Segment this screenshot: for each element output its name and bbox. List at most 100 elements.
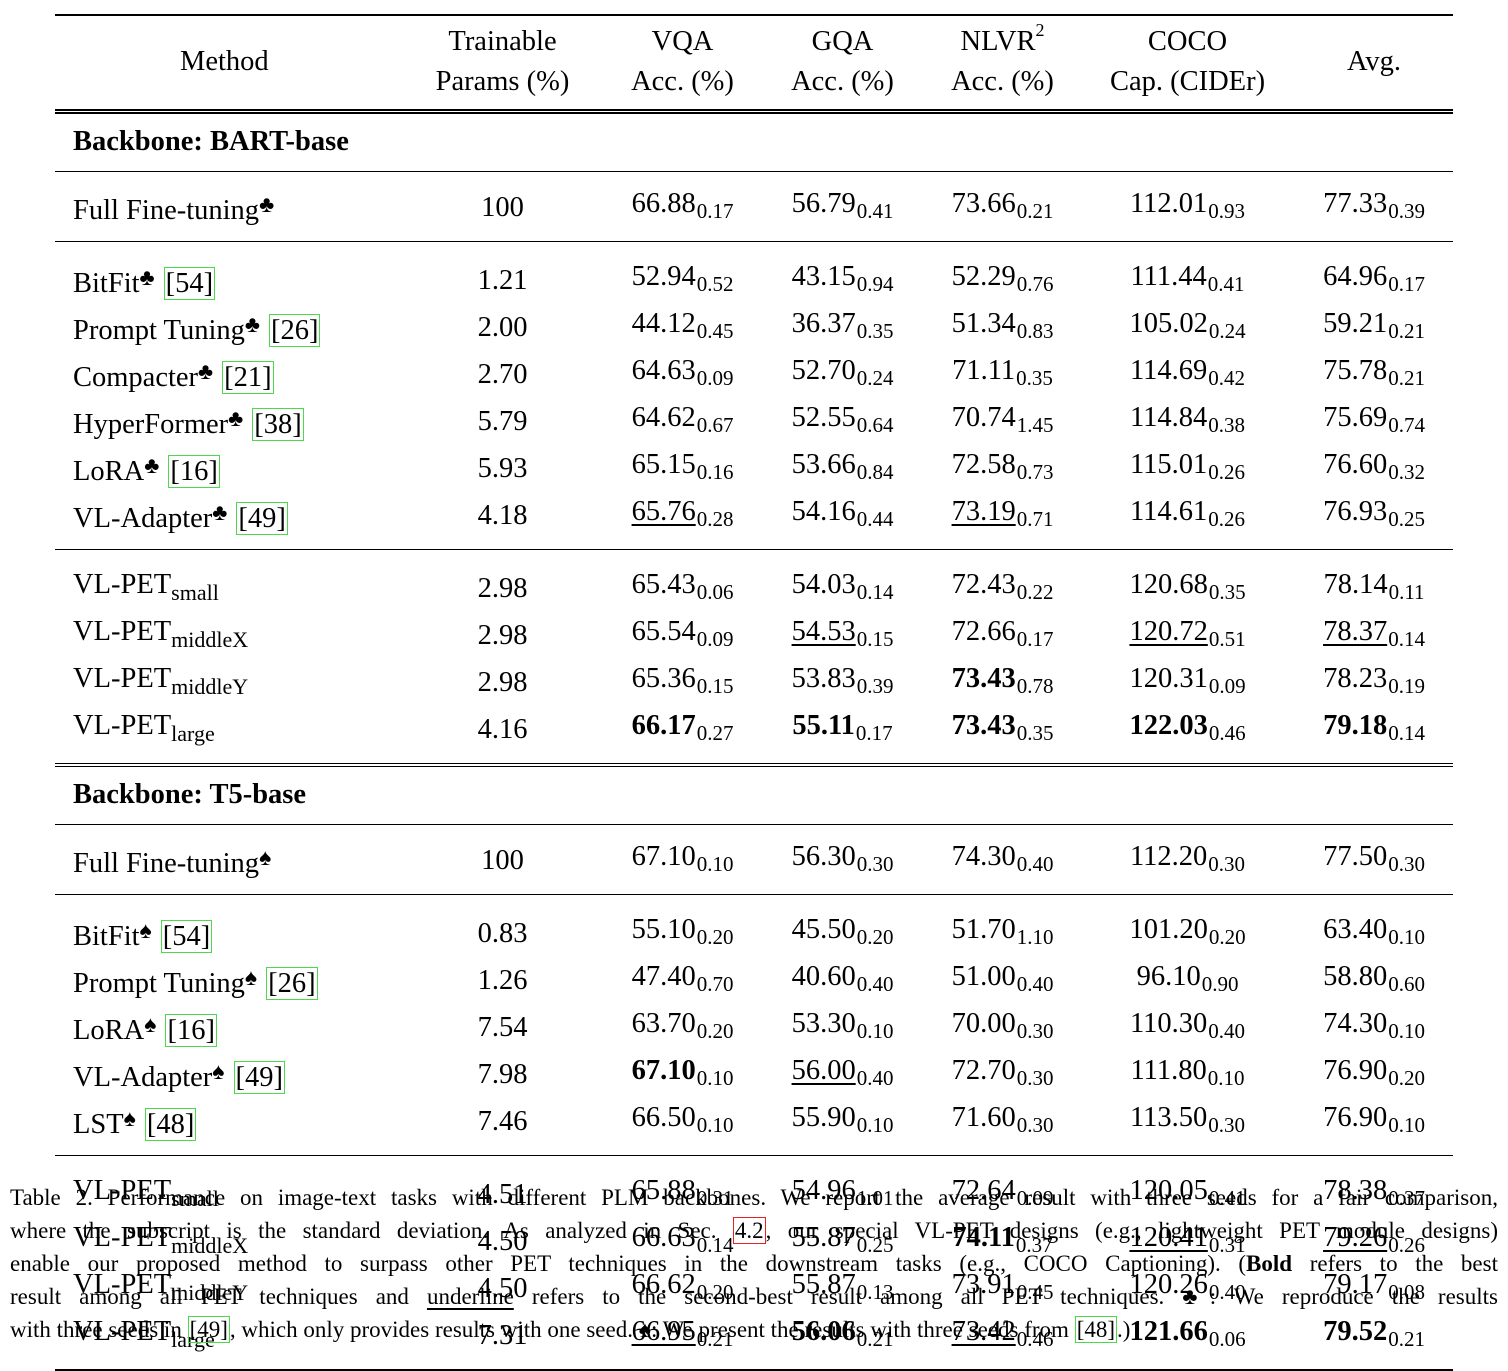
value-mean: 76.60	[1323, 448, 1388, 480]
value-cell: 47.400.70	[605, 957, 760, 1004]
table-row: Compacter♣ [21] 2.70 64.630.09 52.700.24 71.1…	[55, 351, 1453, 398]
method-cell: Full Fine-tuning♠	[55, 824, 400, 895]
params-cell: 2.00	[477, 311, 528, 343]
value-mean: 55.87	[791, 1221, 856, 1253]
value-mean: 105.02	[1129, 307, 1208, 339]
value-mean: 79.26	[1323, 1221, 1388, 1253]
value-std: 0.06	[1208, 1326, 1246, 1351]
value-std: 0.35	[1208, 579, 1246, 604]
value-mean: 55.10	[631, 913, 696, 945]
value-cell: 52.940.52	[605, 241, 760, 304]
params-cell: 4.18	[400, 491, 605, 550]
value-std: 0.09	[696, 626, 734, 651]
method-symbol: ♠	[259, 844, 272, 870]
value-std: 0.09	[1208, 673, 1246, 698]
citation-link: [38]	[252, 407, 304, 441]
value-mean: 65.36	[631, 662, 696, 694]
value-mean: 66.17	[631, 709, 696, 741]
value-std: 0.40	[1016, 851, 1054, 876]
value-cell: 111.800.10	[1080, 1051, 1295, 1098]
params-cell: 2.98	[477, 619, 528, 651]
params-cell: 4.16	[400, 705, 605, 767]
value-mean: 43.15	[791, 260, 856, 292]
value-mean: 53.30	[791, 1007, 856, 1039]
value-cell: 55.110.17	[760, 705, 925, 767]
column-header-line1: GQA	[811, 26, 874, 58]
method-cell: VL-Adapter♣ [49]	[55, 491, 400, 550]
value-std: 0.27	[696, 720, 734, 745]
value-std: 0.46	[1016, 1326, 1054, 1351]
table-row: VL-PETsmall 2.98 65.430.06 54.030.14 72.430.…	[55, 549, 1453, 612]
caption-text: , which only provides results with one s…	[229, 1317, 1075, 1342]
value-cell: 63.400.10	[1295, 894, 1453, 957]
value-mean: 36.37	[791, 307, 856, 339]
value-cell: 51.000.40	[925, 957, 1080, 1004]
value-mean: 74.30	[951, 840, 1016, 872]
value-mean: 52.55	[791, 401, 856, 433]
value-cell: 111.440.41	[1080, 241, 1295, 304]
params-cell: 7.54	[477, 1011, 528, 1043]
caption-text: refers to the second-best result among a…	[513, 1284, 1498, 1309]
method-cell: BitFit♣ [54]	[55, 241, 400, 304]
caption-text: enable our proposed method to surpass ot…	[10, 1251, 1247, 1276]
method-cell: VL-PETmiddleX	[55, 1218, 400, 1265]
value-cell: 76.930.25	[1295, 491, 1453, 550]
value-std: 0.38	[1208, 412, 1246, 437]
value-mean: 71.11	[952, 354, 1016, 386]
value-std: 0.52	[696, 271, 734, 296]
value-cell: 77.500.30	[1295, 824, 1453, 895]
params-cell: 2.98	[477, 666, 528, 698]
value-std: 0.35	[1016, 365, 1053, 390]
method-cell: VL-PETsmall	[55, 549, 400, 612]
value-std: 0.25	[856, 1232, 894, 1257]
method-symbol: ♠	[139, 917, 152, 943]
method-symbol: ♣	[212, 499, 228, 525]
value-std: 0.44	[856, 506, 894, 531]
value-std: 0.30	[1016, 1065, 1054, 1090]
value-cell: 120.410.31	[1080, 1218, 1295, 1265]
value-cell: 96.100.90	[1080, 957, 1295, 1004]
value-std: 0.31	[1208, 1232, 1246, 1257]
value-mean: 53.66	[791, 448, 856, 480]
column-header-line1: NLVR	[960, 26, 1036, 58]
method-name: BitFit	[73, 267, 140, 299]
value-std: 0.30	[1208, 1112, 1246, 1137]
value-cell: 70.000.30	[925, 1004, 1080, 1051]
value-cell: 58.800.60	[1295, 957, 1453, 1004]
value-cell: 64.620.67	[605, 398, 760, 445]
method-name: Prompt Tuning	[73, 967, 245, 999]
value-mean: 54.53	[791, 615, 856, 647]
group-title-row: Backbone: BART-base	[55, 111, 1453, 172]
citation-link: [26]	[268, 313, 321, 347]
value-cell: 52.700.24	[760, 351, 925, 398]
params-cell: 4.50	[477, 1272, 528, 1304]
value-std: 0.17	[855, 720, 893, 745]
method-subscript: small	[171, 579, 219, 605]
value-mean: 64.96	[1323, 260, 1388, 292]
value-mean: 55.11	[792, 709, 855, 741]
value-mean: 64.63	[631, 354, 696, 386]
value-cell: 75.690.74	[1295, 398, 1453, 445]
value-cell: 72.700.30	[925, 1051, 1080, 1098]
value-mean: 120.31	[1129, 662, 1208, 694]
value-mean: 114.69	[1129, 354, 1208, 386]
method-subscript: large	[171, 720, 215, 746]
value-cell: 66.620.20	[605, 1265, 760, 1312]
citation-link: [16]	[168, 454, 220, 488]
value-std: 1.10	[1016, 924, 1054, 949]
value-mean: 52.29	[951, 260, 1016, 292]
value-mean: 110.30	[1129, 1007, 1208, 1039]
caption-text: where the subscript is the standard devi…	[10, 1218, 733, 1243]
method-name: LoRA	[73, 455, 145, 487]
method-subscript: middleY	[171, 1279, 249, 1305]
value-cell: 54.961.01	[760, 1155, 925, 1218]
value-std: 0.17	[1388, 271, 1425, 296]
method-name: LST	[73, 1108, 124, 1140]
params-cell: 7.46	[400, 1097, 605, 1156]
caption-line: result among all PET techniques and unde…	[10, 1280, 1498, 1313]
value-cell: 74.300.10	[1295, 1004, 1453, 1051]
value-mean: 77.33	[1323, 187, 1388, 219]
value-cell: 54.160.44	[760, 491, 925, 550]
value-cell: 112.200.30	[1080, 824, 1295, 895]
value-mean: 63.70	[631, 1007, 696, 1039]
